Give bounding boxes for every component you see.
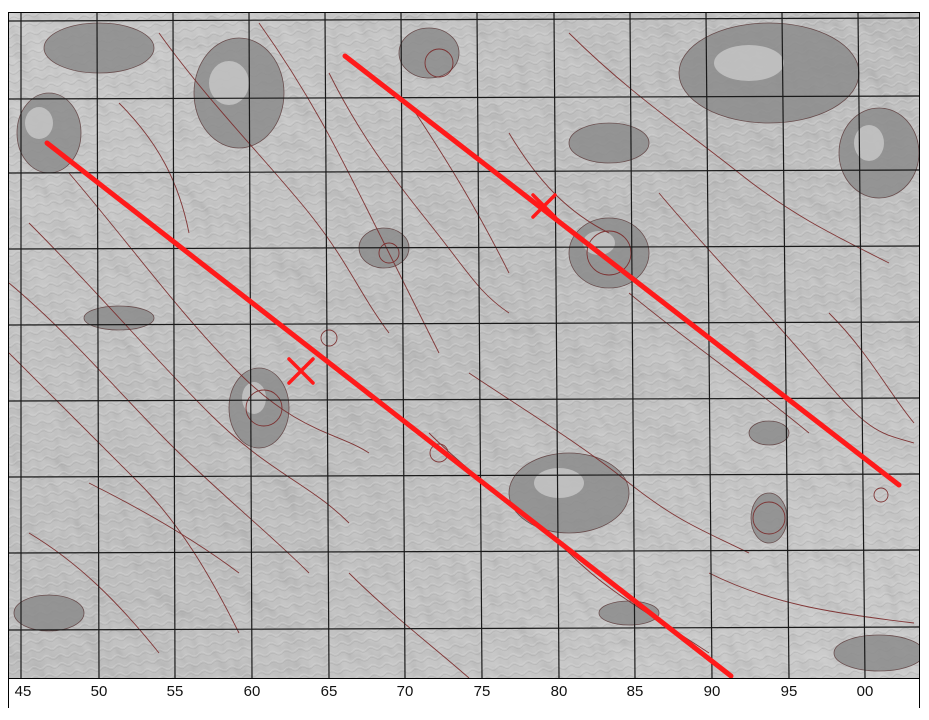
- x-tick-label: 55: [166, 683, 184, 700]
- map-frame: 45 50 55 60 65 70 75 80 85 90 95 00: [8, 12, 920, 708]
- x-axis: 45 50 55 60 65 70 75 80 85 90 95 00: [9, 678, 919, 708]
- x-marker-icon: [531, 193, 557, 219]
- relief-map: [9, 13, 919, 678]
- x-tick-label: 85: [626, 683, 644, 700]
- lower-track-line: [44, 140, 734, 678]
- terrain-texture: [9, 13, 919, 678]
- x-tick-label: 90: [703, 683, 721, 700]
- x-tick-label: 80: [550, 683, 568, 700]
- x-tick-label: 60: [243, 683, 261, 700]
- x-tick-label: 50: [90, 683, 108, 700]
- x-tick-label: 75: [473, 683, 491, 700]
- x-marker-icon: [287, 357, 315, 385]
- x-tick-label: 70: [396, 683, 414, 700]
- coordinate-grid: [9, 13, 919, 678]
- x-tick-label: 65: [320, 683, 338, 700]
- upper-track-line: [342, 53, 902, 488]
- x-tick-label: 00: [856, 683, 874, 700]
- x-tick-label: 95: [780, 683, 798, 700]
- x-tick-label: 45: [14, 683, 32, 700]
